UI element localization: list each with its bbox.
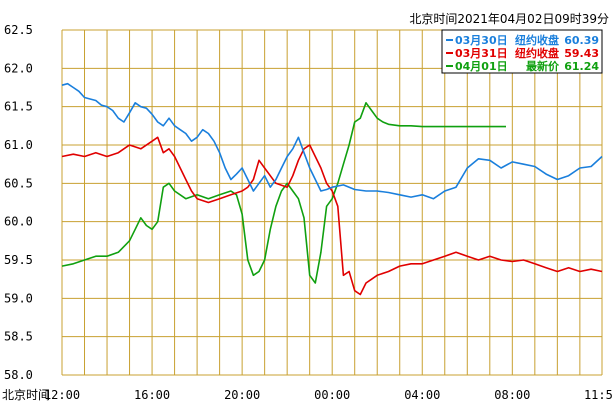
y-tick-label: 59.5 [4,253,33,267]
legend-series-label: 最新价 [526,59,560,73]
legend-box [441,29,603,74]
chart-timestamp: 北京时间2021年04月02日09时39分 [409,12,609,26]
y-tick-label: 62.0 [4,61,33,75]
legend-series-value: 59.43 [564,47,599,60]
legend-series-name: 03月31日 [455,47,508,60]
y-tick-label: 62.5 [4,23,33,37]
series-line [61,102,506,284]
legend-series-value: 60.39 [564,34,599,47]
legend-series-label: 纽约收盘 [515,46,559,60]
x-axis-ticks: 12:00 16:00 20:00 00:00 04:00 08:00 11:59 [44,388,613,402]
y-tick-label: 60.0 [4,215,33,229]
x-tick-label: 04:00 [404,388,440,402]
y-tick-label: 61.5 [4,100,33,114]
y-tick-label: 59.0 [4,291,33,305]
x-tick-label: 20:00 [224,388,260,402]
legend-series-value: 61.24 [564,60,599,73]
x-tick-label: 12:00 [44,388,80,402]
y-tick-label: 60.5 [4,176,33,190]
x-tick-label: 08:00 [494,388,530,402]
x-axis-label: 北京时间 [2,388,50,402]
legend-series-name: 03月30日 [455,34,508,47]
x-tick-label: 00:00 [314,388,350,402]
series-line [61,82,603,200]
legend-series-label: 纽约收盘 [515,33,559,47]
legend: 03月30日 纽约收盘 60.39 03月31日 纽约收盘 59.43 04月01日 最新价 6… [441,29,603,74]
y-tick-label: 58.0 [4,368,33,382]
y-tick-label: 61.0 [4,138,33,152]
grid [61,29,603,376]
x-tick-label: 16:00 [134,388,170,402]
x-tick-label: 11:59 [584,388,613,402]
y-axis-ticks: 62.5 62.0 61.5 61.0 60.5 60.0 59.5 59.0 58.5 58.0 [4,23,33,382]
legend-series-name: 04月01日 [455,60,508,73]
series-lines [61,82,603,296]
series-line [61,136,603,296]
y-tick-label: 58.5 [4,330,33,344]
